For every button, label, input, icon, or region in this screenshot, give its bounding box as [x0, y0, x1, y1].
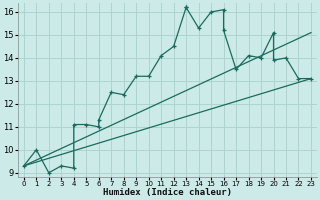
X-axis label: Humidex (Indice chaleur): Humidex (Indice chaleur): [103, 188, 232, 197]
